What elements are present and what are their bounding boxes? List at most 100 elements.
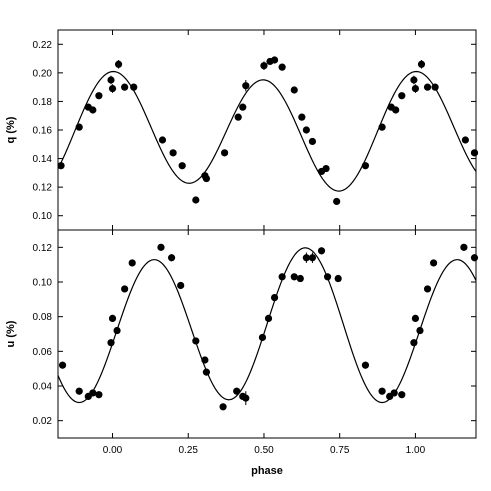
q-data-point [75,123,83,131]
q-data-point [308,137,317,146]
u-ytick-label: 0.02 [33,416,53,427]
q-data-point [95,92,103,100]
u-data-point [95,391,103,399]
q-data-point [431,83,439,91]
q-axis-label: q (%) [5,116,17,143]
q-data-point [121,83,129,91]
u-data-point [270,294,279,302]
u-xtick-label: 0.75 [330,445,350,456]
u-data-point [378,387,386,395]
u-panel: 0.02 0.04 0.06 0.08 0.10 0.12 0.00 0.25 0.50 0.7… [5,229,479,456]
q-data-point [361,162,370,170]
u-data-point [202,368,211,376]
x-axis-label: phase [251,465,283,477]
u-data-point [89,389,97,397]
u-data-point [258,333,267,342]
q-panel: 0.10 0.12 0.14 0.16 0.18 0.20 0.22 q (%) [5,29,479,231]
q-data-point [378,123,386,131]
q-data-point [302,126,310,134]
u-data-points [58,243,479,411]
q-data-point [392,106,400,114]
u-data-point [308,252,317,263]
q-ytick-label: 0.14 [33,154,53,165]
u-data-point [242,391,250,406]
u-data-point [58,361,67,369]
u-data-point [302,252,310,263]
u-data-point [317,247,326,255]
q-data-point [260,61,268,70]
u-x-axis: 0.00 0.25 0.50 0.75 1.00 [103,230,426,456]
q-data-point [114,60,123,69]
u-data-point [278,273,286,281]
q-data-point [333,197,341,206]
q-data-point [239,103,247,111]
u-data-point [107,339,115,347]
q-data-point [192,196,200,204]
q-data-point [158,136,167,144]
q-data-point [470,149,479,157]
u-data-point [411,314,420,322]
q-y-axis: 0.10 0.12 0.14 0.16 0.18 0.20 0.22 [33,40,476,222]
u-data-point [177,281,185,290]
u-data-point [361,361,370,369]
u-data-point [323,273,332,281]
q-x-axis [112,30,416,230]
u-xtick-label: 0.25 [179,445,199,456]
u-axis-label: u (%) [5,320,17,347]
q-model-curve [57,70,477,192]
u-plot-frame [57,229,477,439]
u-data-point [423,285,432,293]
q-ytick-label: 0.16 [33,126,53,137]
q-data-point [202,174,211,183]
u-xtick-label: 0.00 [103,445,123,456]
u-data-point [75,387,83,395]
q-data-point [290,86,298,94]
q-data-point [278,63,286,71]
u-data-point [264,314,273,322]
q-data-point [411,84,420,93]
q-data-point [130,83,138,91]
u-data-point [398,391,406,399]
u-data-point [410,339,418,347]
q-data-point [234,113,242,121]
q-data-point [398,92,406,100]
q-data-point [298,113,306,121]
u-y-axis: 0.02 0.04 0.06 0.08 0.10 0.12 [33,243,476,427]
u-data-point [121,285,129,293]
u-model-curve [57,247,477,404]
q-data-point [169,149,177,157]
q-data-point [417,60,426,69]
q-data-point [242,80,250,92]
u-xtick-label: 1.00 [406,445,426,456]
u-data-point [108,314,117,322]
q-data-points [57,56,479,206]
u-data-point [113,326,121,335]
u-data-point [390,389,398,397]
u-data-point [460,243,468,251]
u-data-point [290,273,298,281]
u-data-point [429,259,438,267]
u-data-point [128,259,136,267]
q-data-point [423,83,432,91]
u-ytick-label: 0.08 [33,312,53,323]
q-data-point [220,149,229,157]
u-ytick-label: 0.04 [33,382,53,393]
u-data-point [219,403,227,411]
q-data-point [410,75,418,85]
q-data-point [57,162,65,170]
u-data-point [201,356,209,364]
q-data-point [270,56,279,64]
q-ytick-label: 0.18 [33,97,53,108]
q-data-point [178,162,186,170]
u-data-point [192,337,200,345]
q-ytick-label: 0.20 [33,68,53,79]
q-data-point [322,164,330,173]
u-data-point [157,243,165,251]
u-data-point [334,274,342,283]
q-ytick-label: 0.12 [33,183,53,194]
u-xtick-label: 0.50 [254,445,274,456]
q-ytick-label: 0.22 [33,40,53,51]
u-data-point [416,326,424,335]
u-data-point [470,254,479,262]
